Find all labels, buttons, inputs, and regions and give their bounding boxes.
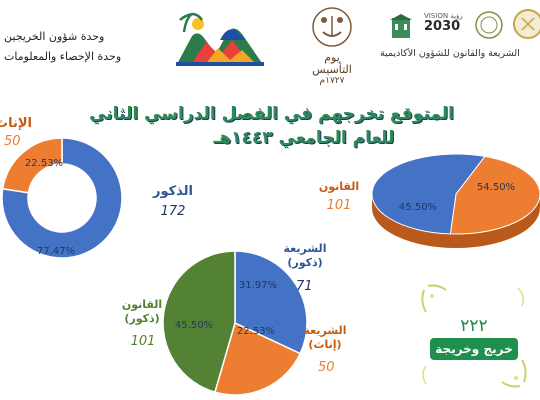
pie3-value-sharia-female: 50 [318, 360, 335, 375]
donut-label-male: الذكور [152, 184, 194, 199]
vision-year: 2030 [424, 19, 461, 34]
pie3-label-sharia-female-l2: (إناث) [308, 338, 342, 351]
founding-day-icon [312, 7, 352, 47]
college-gender-pie-chart: 45.50% 31.97% 22.53% [162, 250, 308, 396]
pie3-label-sharia-male: الشريعة (ذكور) [270, 242, 340, 270]
pie3-label-sharia-female-l1: الشريعة [303, 324, 347, 337]
mountains-logo [172, 10, 272, 68]
pie3-label-sharia-male-l1: الشريعة [283, 242, 327, 255]
pie3-label-law-male-l1: القانون [121, 298, 163, 311]
total-caption-text: خريج وخريجة [435, 342, 513, 356]
donut-label-female: الإناث [0, 116, 32, 131]
total-caption: خريج وخريجة [430, 338, 518, 360]
vision-label: VISION رؤية [424, 12, 463, 20]
college-3d-pie-chart: 45.50% 54.50% [371, 153, 540, 248]
total-number: ٢٢٢ [460, 316, 488, 336]
main-title-line1: المتوقع تخرجهم في الفصل الدراسي الثاني [89, 104, 454, 124]
pie3d-percent-other: 54.50% [477, 182, 515, 193]
unit-line-2: وحدة الإحصاء والمعلومات [4, 50, 122, 63]
donut-slice-0 [1, 137, 123, 259]
pie3d-slice-1 [371, 153, 486, 235]
pie3d-slice-0 [449, 155, 540, 235]
founding-day-emblem: يوم التأسيس ١٧٢٧م [300, 6, 364, 88]
donut-slice-1 [1, 137, 63, 194]
donut-value-female: 50 [4, 134, 21, 149]
pie3-label-sharia-male-l2: (ذكور) [287, 256, 323, 269]
pie3-label-law-male: القانون (ذكور) [112, 298, 172, 326]
pie3-slice-1 [213, 321, 302, 396]
university-logo [386, 12, 416, 42]
college-name: الشريعة والقانون للشؤون الأكاديمية [380, 48, 520, 59]
pie3-label-sharia-female: الشريعة (إناث) [290, 324, 360, 352]
founding-day-line1: يوم [324, 51, 340, 64]
vision-arabic: رؤية [450, 12, 463, 20]
pie3-percent-law-male: 45.50% [175, 320, 213, 331]
pie3-percent-sharia-female: 22.53% [237, 326, 275, 337]
pie3-slice-2 [162, 250, 236, 394]
floral-frame-icon [421, 284, 527, 388]
pie3-value-sharia-male: 71 [296, 279, 313, 294]
vision-2030-logo: VISION رؤية 2030 [424, 12, 470, 42]
donut-percent-female: 22.53% [25, 158, 63, 169]
pie3d-label-law: القانون [318, 180, 360, 193]
pie3-label-law-male-l2: (ذكور) [124, 312, 160, 325]
pie3-value-law-male: 101 [130, 334, 156, 349]
pie3-slice-0 [234, 250, 308, 355]
founding-year: ١٧٢٧م [319, 76, 345, 86]
main-title-line2: للعام الجامعي ١٤٤٣هـ [213, 128, 395, 148]
gold-circle-logo [510, 8, 540, 40]
pie3-percent-sharia-male: 31.97% [239, 280, 277, 291]
donut-percent-male: 77.47% [37, 246, 75, 257]
founding-day-line2: التأسيس [312, 63, 352, 76]
unit-line-1: وحدة شؤون الخريجين [4, 30, 105, 43]
gender-donut-chart: 77.47% 22.53% [1, 137, 123, 259]
pie3d-percent-law: 45.50% [399, 202, 437, 213]
pie3d-value-law: 101 [326, 198, 352, 213]
total-card: ٢٢٢ خريج وخريجة [418, 282, 530, 390]
donut-value-male: 172 [160, 204, 186, 219]
emblem-circle-logo [474, 10, 504, 40]
